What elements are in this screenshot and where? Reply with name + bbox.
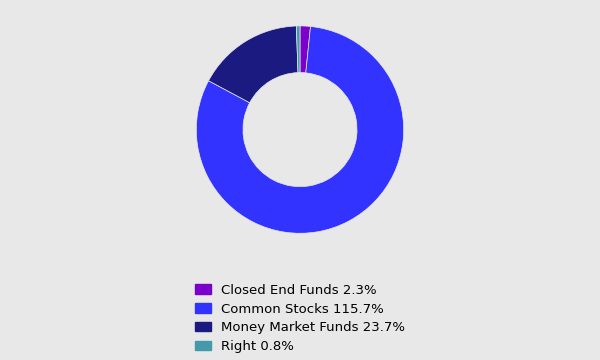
Wedge shape <box>196 26 404 233</box>
Wedge shape <box>296 26 300 73</box>
Wedge shape <box>209 26 298 103</box>
Legend: Closed End Funds 2.3%, Common Stocks 115.7%, Money Market Funds 23.7%, Right 0.8: Closed End Funds 2.3%, Common Stocks 115… <box>195 284 405 354</box>
Wedge shape <box>300 26 310 73</box>
